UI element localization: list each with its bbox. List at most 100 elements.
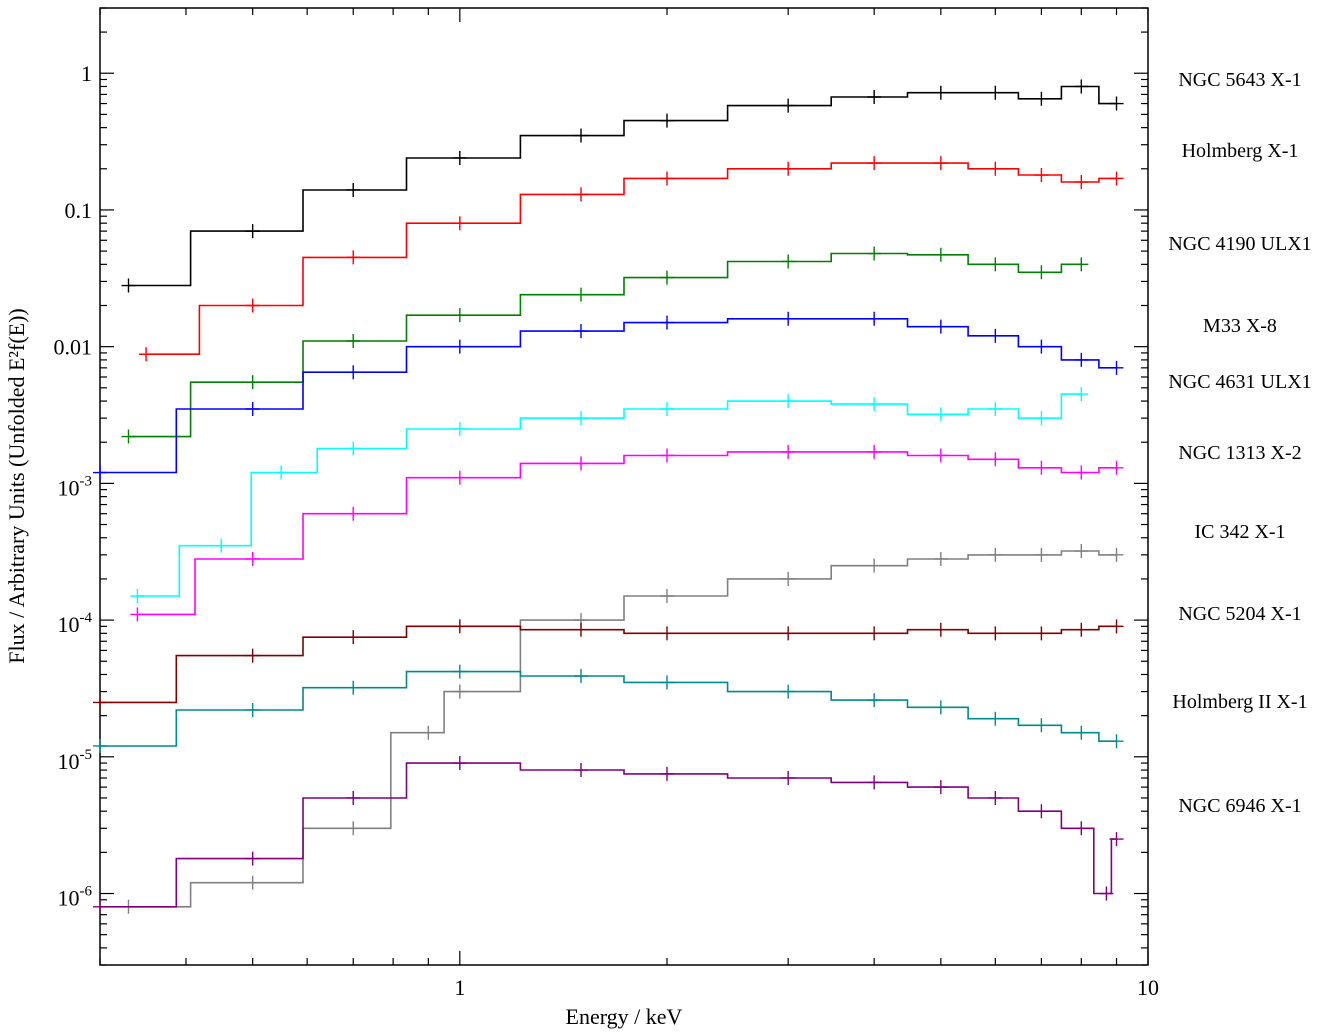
data-point (1109, 547, 1124, 562)
data-point (659, 626, 674, 641)
data-point (245, 851, 260, 866)
series-ngc-4631-ulx1 (130, 387, 1089, 604)
data-point (574, 128, 589, 143)
data-point (867, 626, 882, 641)
data-point (867, 397, 882, 412)
y-tick-label: 10-5 (58, 747, 93, 774)
data-point (781, 254, 796, 269)
data-point (574, 411, 589, 426)
series-holmberg-ii-x-1 (93, 664, 1124, 753)
legend-label: NGC 1313 X-2 (1178, 442, 1301, 464)
data-point (1034, 411, 1049, 426)
series-line (100, 625, 1117, 704)
data-point (452, 339, 467, 354)
data-point (781, 571, 796, 586)
data-point (933, 319, 948, 334)
data-point (933, 551, 948, 566)
data-point (988, 626, 1003, 641)
x-tick-label: 1 (454, 975, 465, 1000)
data-point (1074, 622, 1089, 637)
data-point (867, 444, 882, 459)
data-point (659, 675, 674, 690)
series-line (146, 162, 1117, 355)
data-point (988, 328, 1003, 343)
data-point (245, 375, 260, 390)
legend-label: NGC 4190 ULX1 (1168, 233, 1311, 255)
data-point (574, 187, 589, 202)
data-point (93, 738, 107, 753)
data-point (245, 875, 260, 890)
data-point (659, 270, 674, 285)
data-point (988, 401, 1003, 416)
data-point (1109, 832, 1124, 847)
data-point (1034, 265, 1049, 280)
series-line (137, 451, 1117, 616)
y-axis-ticks: 1 0.1 0.01 10-3 10-4 10-5 10-6 (54, 7, 1148, 966)
data-point (1099, 886, 1114, 901)
data-point (781, 770, 796, 785)
data-point (867, 775, 882, 790)
data-point (933, 407, 948, 422)
data-point (121, 278, 136, 293)
data-point (452, 421, 467, 436)
data-point (1034, 804, 1049, 819)
series-ngc-4190-ulx1 (121, 246, 1089, 444)
data-point (933, 780, 948, 795)
data-point (452, 150, 467, 165)
plot-frame (99, 7, 1149, 966)
data-point (1074, 465, 1089, 480)
data-point (1074, 725, 1089, 740)
legend-label: NGC 5204 X-1 (1178, 603, 1301, 625)
data-point (121, 429, 136, 444)
legend-label: NGC 6946 X-1 (1178, 795, 1301, 817)
series-ngc-6946-x-1 (93, 756, 1124, 914)
data-point (933, 448, 948, 463)
series-line (128, 550, 1117, 908)
data-point (1074, 257, 1089, 272)
y-tick-label: 0.1 (65, 198, 93, 223)
data-point (988, 257, 1003, 272)
y-tick-label: 0.01 (54, 335, 93, 360)
y-tick-label: 1 (81, 61, 92, 86)
series-line (100, 762, 1117, 908)
data-point (867, 693, 882, 708)
data-point (988, 711, 1003, 726)
data-point (659, 589, 674, 604)
series-line (137, 393, 1082, 597)
data-point (1034, 626, 1049, 641)
data-point (781, 626, 796, 641)
data-point (245, 224, 260, 239)
x-tick-label: 10 (1137, 975, 1159, 1000)
data-point (781, 98, 796, 113)
data-point (1074, 387, 1089, 402)
data-point (574, 763, 589, 778)
data-point (988, 85, 1003, 100)
data-point (93, 465, 107, 480)
data-point (867, 246, 882, 261)
data-point (1109, 734, 1124, 749)
data-point (574, 456, 589, 471)
legend-label: Holmberg II X-1 (1172, 691, 1307, 713)
legend: NGC 5643 X-1 Holmberg X-1 NGC 4190 ULX1 M33… (1168, 69, 1311, 817)
legend-label: Holmberg X-1 (1182, 140, 1299, 162)
data-point (346, 630, 361, 645)
data-point (130, 607, 145, 622)
data-point (245, 702, 260, 717)
data-point (1074, 175, 1089, 190)
data-point (346, 365, 361, 380)
data-point (1034, 91, 1049, 106)
data-point (421, 725, 436, 740)
data-point (452, 619, 467, 634)
data-point (245, 551, 260, 566)
data-point (1074, 79, 1089, 94)
data-point (1034, 547, 1049, 562)
data-point (1109, 96, 1124, 111)
data-point (452, 684, 467, 699)
data-point (659, 766, 674, 781)
series-line (100, 318, 1117, 474)
data-point (933, 85, 948, 100)
data-point (781, 161, 796, 176)
data-point (346, 333, 361, 348)
data-point (1109, 360, 1124, 375)
